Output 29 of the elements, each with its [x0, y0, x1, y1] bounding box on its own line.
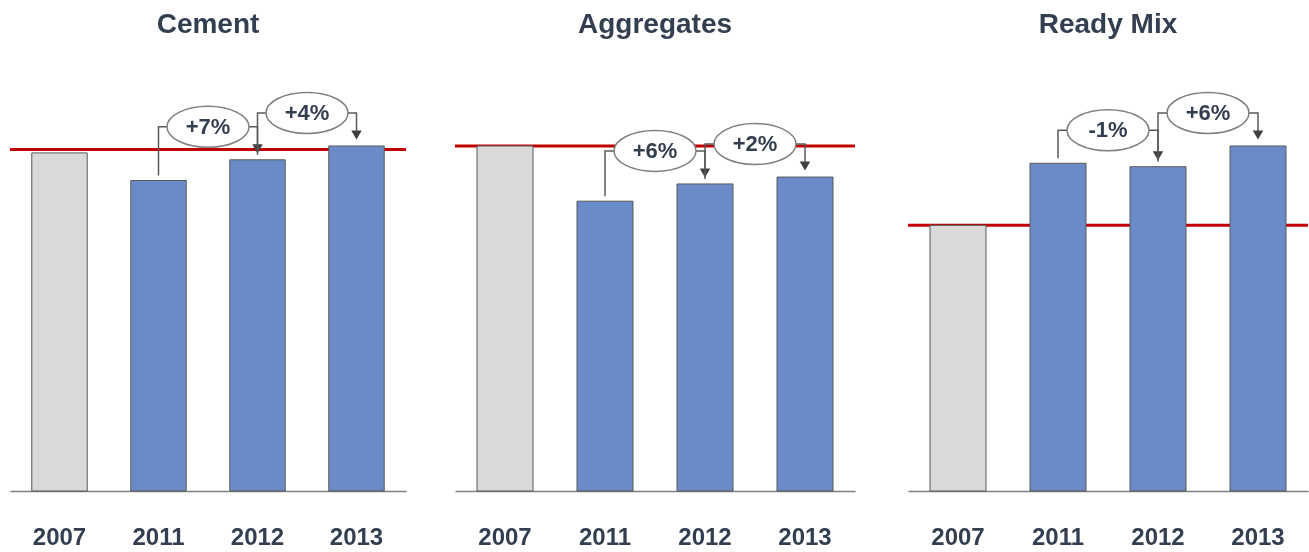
- x-tick-label: 2011: [1031, 522, 1085, 550]
- annotation: +4%: [284, 100, 330, 125]
- bar: [776, 176, 834, 492]
- x-tick-label: 2011: [132, 522, 185, 550]
- bar: [476, 145, 534, 492]
- annotation: +7%: [185, 113, 231, 139]
- chart-title: Aggregates: [577, 8, 733, 39]
- chart-title: Cement: [156, 8, 260, 39]
- x-tick-label: 2013: [329, 522, 384, 550]
- x-tick-label: 2013: [1231, 522, 1285, 550]
- bar: [929, 224, 987, 492]
- annotation: +2%: [732, 131, 778, 157]
- annotation: -1%: [1088, 117, 1128, 143]
- annotation: +6%: [1185, 100, 1231, 125]
- bar: [676, 183, 734, 492]
- bar: [1129, 166, 1187, 492]
- x-tick-label: 2011: [578, 522, 632, 550]
- x-tick-label: 2012: [1131, 522, 1185, 550]
- bar: [1229, 145, 1287, 492]
- x-tick-label: 2013: [778, 522, 832, 550]
- x-tick-label: 2012: [678, 522, 732, 550]
- x-tick-label: 2007: [478, 522, 532, 550]
- x-tick-label: 2007: [32, 522, 87, 550]
- annotation: +6%: [632, 137, 678, 163]
- x-tick-label: 2012: [230, 522, 285, 550]
- x-tick-label: 2007: [931, 522, 985, 550]
- chart-title: Ready Mix: [1038, 8, 1178, 39]
- bar: [1029, 162, 1087, 492]
- bar: [576, 200, 634, 492]
